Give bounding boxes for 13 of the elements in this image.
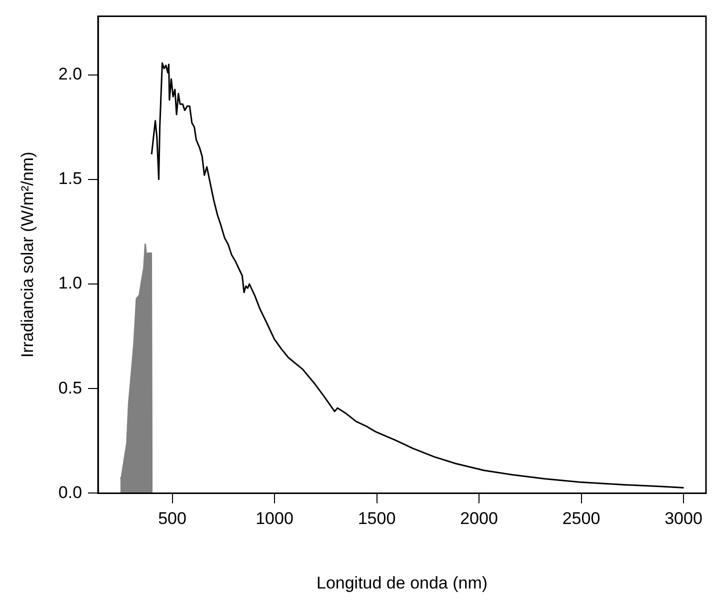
y-tick-label: 1.0 — [58, 274, 82, 293]
x-tick-label: 1000 — [256, 509, 294, 528]
x-tick-label: 2500 — [562, 509, 600, 528]
x-axis-title: Longitud de onda (nm) — [316, 573, 488, 592]
y-tick-label: 0.0 — [58, 482, 82, 502]
y-tick-label: 2.0 — [58, 64, 82, 84]
y-tick-label: 0.5 — [58, 378, 82, 398]
y-tick-label: 1.5 — [58, 169, 82, 188]
x-tick-label: 3000 — [664, 509, 702, 528]
x-tick-label: 500 — [158, 509, 186, 528]
x-tick-label: 1500 — [358, 509, 396, 528]
x-tick-label: 2000 — [460, 509, 498, 528]
y-axis-title: Irradiancia solar (W/m²/nm) — [18, 152, 37, 358]
